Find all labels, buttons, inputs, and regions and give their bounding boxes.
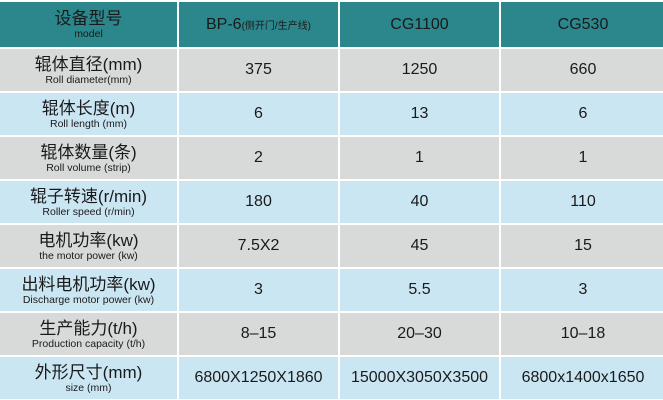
header-cell: CG530 — [501, 2, 663, 47]
row-label-cell: 辊体直径(mm) Roll diameter(mm) — [0, 49, 177, 91]
value: 6 — [578, 105, 588, 122]
value-cell: 40 — [340, 181, 499, 223]
row-label-en: Roll volume (strip) — [46, 161, 131, 174]
value-cell: 45 — [340, 225, 499, 267]
value-cell: 8–15 — [179, 313, 338, 355]
value: 1250 — [401, 61, 438, 78]
model-name: BP-6 — [205, 15, 242, 33]
value: 10–18 — [560, 325, 606, 342]
value-cell: 1250 — [340, 49, 499, 91]
value: 20–30 — [397, 325, 442, 342]
value: 15 — [574, 237, 592, 254]
row-label-en: the motor power (kw) — [39, 249, 138, 262]
header-cell: BP-6(侧开门/生产线) — [179, 2, 338, 47]
row-label: 辊体直径(mm) — [34, 54, 143, 74]
row-label-cell: 生产能力(t/h) Production capacity (t/h) — [0, 313, 177, 355]
value-cell: 375 — [179, 49, 338, 91]
row-label: 生产能力(t/h) — [39, 318, 138, 338]
value-cell: 5.5 — [340, 269, 499, 311]
row-label-cell: 辊体长度(m) Roll length (mm) — [0, 93, 177, 135]
value-cell: 13 — [340, 93, 499, 135]
row-label: 辊子转速(r/min) — [29, 186, 148, 206]
row-label: 辊体数量(条) — [40, 142, 137, 162]
value: 13 — [410, 105, 429, 122]
value: 2 — [254, 149, 263, 166]
value: 3 — [578, 281, 588, 298]
value: 15000X3050X3500 — [350, 369, 489, 386]
row-label-en: size (mm) — [65, 381, 112, 394]
row-label: 电机功率(kw) — [38, 230, 139, 250]
row-label-en: Roll length (mm) — [49, 117, 128, 130]
row-label-en: Production capacity (t/h) — [31, 337, 146, 350]
header-label: 设备型号 — [54, 9, 123, 28]
row-label: 出料电机功率(kw) — [21, 274, 156, 294]
value-cell: 10–18 — [501, 313, 663, 355]
value: 180 — [245, 193, 272, 210]
value: 7.5X2 — [237, 237, 280, 254]
value: 3 — [254, 281, 263, 298]
value-cell: 660 — [501, 49, 663, 91]
value-cell: 6 — [501, 93, 663, 135]
header-line: CG1100 — [390, 16, 448, 34]
value-cell: 15000X3050X3500 — [340, 357, 499, 399]
value-cell: 110 — [501, 181, 663, 223]
header-label-en: model — [74, 28, 103, 40]
value-cell: 2 — [179, 137, 338, 179]
row-label-en: Discharge motor power (kw) — [22, 293, 155, 306]
header-line: CG530 — [558, 16, 609, 34]
value-cell: 1 — [340, 137, 499, 179]
value-cell: 3 — [179, 269, 338, 311]
header-line: BP-6(侧开门/生产线) — [206, 16, 311, 34]
row-label-en: Roll diameter(mm) — [45, 73, 132, 86]
value: 6800x1400x1650 — [521, 369, 645, 386]
value: 45 — [410, 237, 429, 254]
value: 1 — [415, 149, 424, 166]
row-label-cell: 外形尺寸(mm) size (mm) — [0, 357, 177, 399]
value: 8–15 — [240, 325, 277, 342]
header-cell: 设备型号 model — [0, 2, 177, 47]
model-name: CG530 — [557, 15, 609, 33]
value-cell: 20–30 — [340, 313, 499, 355]
value: 660 — [569, 61, 597, 78]
header-cell: CG1100 — [340, 2, 499, 47]
value-cell: 6800x1400x1650 — [501, 357, 663, 399]
row-label-cell: 电机功率(kw) the motor power (kw) — [0, 225, 177, 267]
value-cell: 15 — [501, 225, 663, 267]
value-cell: 6 — [179, 93, 338, 135]
model-note: (侧开门/生产线) — [241, 20, 312, 32]
value: 375 — [245, 61, 272, 78]
row-label: 辊体长度(m) — [41, 98, 136, 118]
row-label-en: Roller speed (r/min) — [42, 205, 135, 218]
value: 40 — [410, 193, 429, 210]
value: 110 — [570, 193, 596, 210]
value: 6800X1250X1860 — [194, 369, 323, 386]
row-label-cell: 辊子转速(r/min) Roller speed (r/min) — [0, 181, 177, 223]
value-cell: 1 — [501, 137, 663, 179]
value-cell: 3 — [501, 269, 663, 311]
value-cell: 180 — [179, 181, 338, 223]
value-cell: 7.5X2 — [179, 225, 338, 267]
value-cell: 6800X1250X1860 — [179, 357, 338, 399]
model-name: CG1100 — [390, 15, 449, 33]
value: 1 — [578, 149, 588, 166]
row-label-cell: 辊体数量(条) Roll volume (strip) — [0, 137, 177, 179]
value: 6 — [254, 105, 263, 122]
row-label: 外形尺寸(mm) — [34, 362, 143, 382]
row-label-cell: 出料电机功率(kw) Discharge motor power (kw) — [0, 269, 177, 311]
value: 5.5 — [408, 281, 431, 298]
